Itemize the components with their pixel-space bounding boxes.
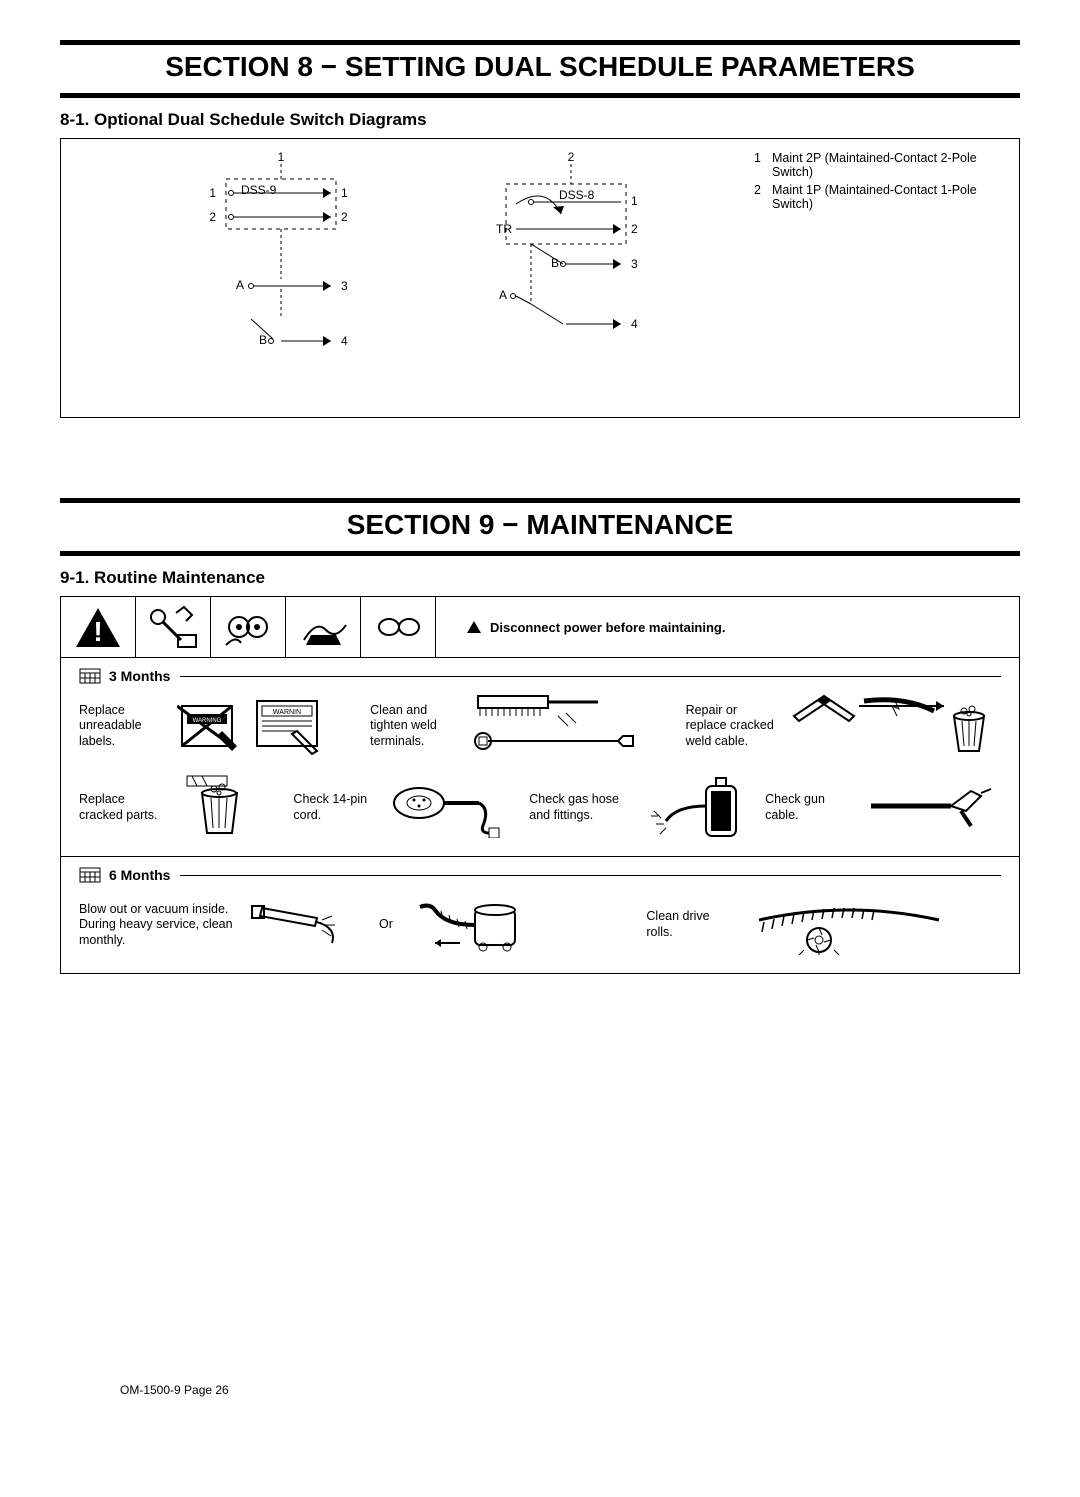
svg-text:TR: TR — [496, 222, 512, 236]
svg-text:DSS-9: DSS-9 — [241, 183, 277, 197]
svg-text:WARNIN: WARNIN — [273, 709, 301, 716]
diagram-dss9: 1 DSS-9 1 1 2 2 A 3 — [181, 149, 381, 382]
svg-text:3: 3 — [631, 257, 638, 271]
section9-sub: 9-1. Routine Maintenance — [60, 568, 1020, 588]
goggles-icon — [361, 597, 436, 657]
diagram-dss8: 2 DSS-8 1 TR 2 B 3 A — [451, 149, 661, 382]
or-text: Or — [379, 917, 393, 933]
svg-text:!: ! — [93, 616, 102, 647]
warning-text: Disconnect power before maintaining. — [490, 620, 725, 635]
check-gun-icon — [861, 778, 1001, 838]
svg-text:4: 4 — [341, 334, 348, 348]
svg-text:1: 1 — [341, 186, 348, 200]
page-footer: OM-1500-9 Page 26 — [120, 1383, 229, 1397]
hr — [180, 676, 1001, 677]
replace-parts-text: Replace cracked parts. — [79, 792, 169, 823]
maint-row-1: Replace unreadable labels. WARNING WARNI… — [61, 684, 1019, 774]
svg-text:1: 1 — [278, 150, 285, 164]
maint-row-2: Replace cracked parts. Check 14-pin cord… — [61, 774, 1019, 857]
svg-text:1: 1 — [209, 186, 216, 200]
legend-num-2: 2 — [754, 183, 772, 211]
legend-num-1: 1 — [754, 151, 772, 179]
hot-parts-icon — [286, 597, 361, 657]
svg-text:2: 2 — [631, 222, 638, 236]
replace-parts-icon — [177, 778, 257, 838]
svg-text:A: A — [499, 288, 507, 302]
repair-cable-icon — [784, 696, 994, 756]
repair-cable-text: Repair or replace cracked weld cable. — [686, 703, 776, 750]
calendar-icon — [79, 668, 101, 684]
period-3months: 3 Months — [61, 658, 1019, 684]
svg-text:2: 2 — [209, 210, 216, 224]
warning-text-cell: Disconnect power before maintaining. — [436, 597, 1019, 657]
check-cord-icon — [389, 778, 529, 838]
calendar-icon-2 — [79, 867, 101, 883]
svg-text:B: B — [551, 256, 559, 270]
check-gas-icon — [627, 778, 765, 838]
period-6months: 6 Months — [61, 857, 1019, 883]
maintenance-box: ! — [60, 596, 1020, 974]
check-gas-text: Check gas hose and fittings. — [529, 792, 619, 823]
vacuum-icon — [405, 895, 535, 955]
warning-triangle-icon: ! — [61, 597, 136, 657]
clean-terminals-text: Clean and tighten weld terminals. — [370, 703, 460, 750]
maint-row-3: Blow out or vacuum inside. During heavy … — [61, 883, 1019, 973]
blowout-text: Blow out or vacuum inside. During heavy … — [79, 902, 239, 949]
period-3months-label: 3 Months — [109, 668, 170, 684]
section8-sub: 8-1. Optional Dual Schedule Switch Diagr… — [60, 110, 1020, 130]
svg-text:1: 1 — [631, 194, 638, 208]
legend-text-1: Maint 2P (Maintained-Contact 2-Pole Swit… — [772, 151, 1004, 179]
svg-text:3: 3 — [341, 279, 348, 293]
svg-text:WARNING: WARNING — [193, 718, 222, 724]
switch-diagram-box: 1 Maint 2P (Maintained-Contact 2-Pole Sw… — [60, 138, 1020, 418]
svg-text:4: 4 — [631, 317, 638, 331]
hr-2 — [180, 875, 1001, 876]
clean-rolls-icon — [744, 895, 954, 955]
section9-title: SECTION 9 − MAINTENANCE — [60, 498, 1020, 556]
blowout-icon — [247, 895, 367, 955]
legend-text-2: Maint 1P (Maintained-Contact 1-Pole Swit… — [772, 183, 1004, 211]
warning-row: ! — [61, 597, 1019, 658]
check-cord-text: Check 14-pin cord. — [293, 792, 381, 823]
replace-labels-icon: WARNING WARNIN — [177, 696, 327, 756]
svg-text:A: A — [236, 278, 244, 292]
clean-terminals-icon — [468, 696, 678, 756]
svg-text:2: 2 — [568, 150, 575, 164]
clean-rolls-text: Clean drive rolls. — [646, 909, 736, 940]
replace-labels-text: Replace unreadable labels. — [79, 703, 169, 750]
section8-title: SECTION 8 − SETTING DUAL SCHEDULE PARAME… — [60, 40, 1020, 98]
svg-text:B: B — [259, 333, 267, 347]
diagram-legend: 1 Maint 2P (Maintained-Contact 2-Pole Sw… — [754, 151, 1004, 215]
check-gun-text: Check gun cable. — [765, 792, 853, 823]
disconnect-icon — [136, 597, 211, 657]
moving-parts-icon — [211, 597, 286, 657]
svg-text:2: 2 — [341, 210, 348, 224]
period-6months-label: 6 Months — [109, 867, 170, 883]
svg-text:DSS-8: DSS-8 — [559, 188, 595, 202]
